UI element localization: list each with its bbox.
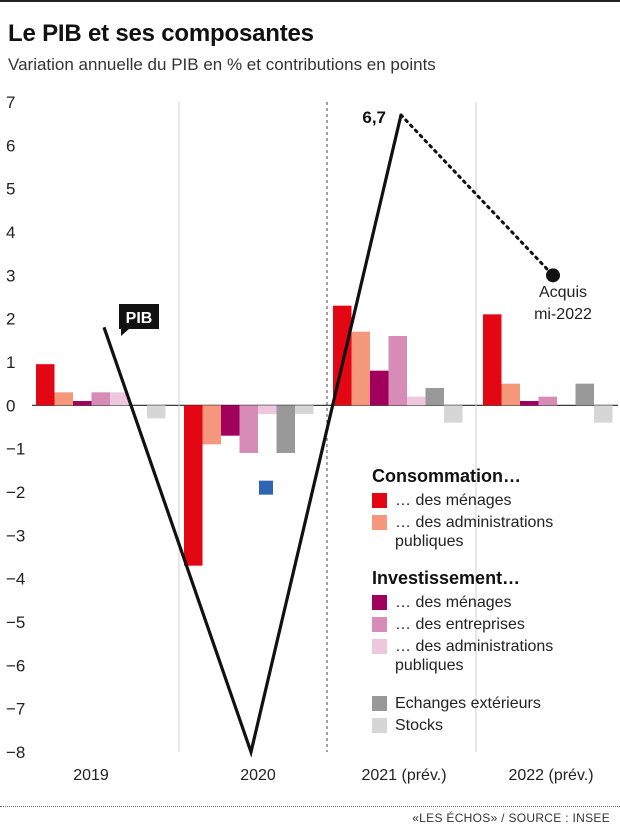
bar [54, 392, 73, 406]
legend-label: … des ménages [395, 492, 512, 509]
legend-swatch [372, 718, 387, 733]
bar [184, 405, 203, 566]
legend-item: … des ménages [372, 593, 612, 612]
legend-label: Echanges extérieurs [395, 695, 541, 712]
bar [276, 405, 295, 453]
legend-label: … des administrations publiques [395, 638, 554, 674]
y-tick-label: −6 [6, 656, 25, 675]
y-tick-label: −7 [6, 700, 25, 719]
x-category-label: 2022 (prév.) [508, 767, 593, 784]
projection-label: Acquis [539, 284, 587, 301]
bar [520, 401, 539, 406]
legend: Consommation… … des ménages … des admini… [372, 466, 612, 738]
legend-item: … des ménages [372, 491, 612, 510]
pib-line-layer: PIB 6,7 Acquis mi-2022 [102, 108, 592, 758]
pib-label: PIB [126, 310, 153, 327]
projection-line [399, 113, 555, 277]
y-tick-label: −8 [6, 743, 25, 762]
legend-label: … des entreprises [395, 616, 525, 633]
legend-item: Stocks [372, 716, 612, 735]
legend-title-consommation: Consommation… [372, 466, 522, 486]
bar [351, 331, 370, 406]
y-tick-label: 1 [6, 353, 15, 372]
legend-item: … des administrations publiques [372, 637, 612, 675]
legend-label: … des administrations publiques [395, 514, 554, 550]
bar [407, 396, 426, 406]
bar [258, 405, 277, 414]
x-category-label: 2019 [73, 767, 109, 784]
bar [370, 370, 389, 406]
projection-point [546, 268, 560, 283]
bar [425, 388, 444, 406]
bar [538, 396, 557, 406]
y-tick-label: 7 [6, 93, 15, 112]
y-tick-label: −3 [6, 526, 25, 545]
legend-swatch [372, 515, 387, 530]
bar [388, 336, 407, 406]
y-tick-label: 2 [6, 310, 15, 329]
y-tick-label: −2 [6, 483, 25, 502]
legend-swatch [372, 696, 387, 711]
y-tick-label: −1 [6, 440, 25, 459]
bar [147, 405, 166, 419]
projection-label: mi-2022 [534, 306, 592, 323]
y-tick-label: 5 [6, 180, 15, 199]
blue-marker [259, 480, 273, 495]
legend-swatch [372, 493, 387, 508]
y-tick-label: −4 [6, 570, 25, 589]
chart-subtitle: Variation annuelle du PIB en % et contri… [8, 55, 436, 74]
bar [91, 392, 110, 406]
top-rule [0, 0, 620, 2]
pib-line [102, 114, 403, 758]
y-tick-label: 4 [6, 223, 15, 242]
y-tick-label: 6 [6, 136, 15, 155]
legend-label: … des ménages [395, 594, 512, 611]
bar [594, 405, 613, 423]
legend-item: … des entreprises [372, 615, 612, 634]
bar [444, 405, 463, 423]
bar [110, 392, 129, 406]
legend-label: Stocks [395, 717, 444, 734]
legend-swatch [372, 639, 387, 654]
x-category-label: 2021 (prév.) [361, 767, 446, 784]
y-axis: 7 6 5 4 3 2 1 0 −1 −2 −3 −4 −5 −6 −7 −8 [6, 93, 25, 762]
bars [36, 305, 613, 566]
bar [501, 383, 520, 406]
bar [295, 405, 314, 414]
legend-swatch [372, 595, 387, 610]
bar [239, 405, 258, 453]
x-axis: 2019 2020 2021 (prév.) 2022 (prév.) [73, 767, 593, 784]
legend-title-investissement: Investissement… [372, 568, 521, 588]
y-tick-label: 0 [6, 396, 15, 415]
legend-item: … des administrations publiques [372, 513, 612, 551]
bar [221, 405, 240, 436]
legend-swatch [372, 617, 387, 632]
bar [73, 401, 92, 406]
peak-label: 6,7 [362, 108, 386, 127]
x-category-label: 2020 [240, 767, 276, 784]
y-tick-label: 3 [6, 266, 15, 285]
bar [36, 364, 55, 406]
chart-title: Le PIB et ses composantes [8, 20, 314, 47]
pib-tag [119, 304, 159, 336]
y-tick-label: −5 [6, 613, 25, 632]
pib-chart: 7 6 5 4 3 2 1 0 −1 −2 −3 −4 −5 −6 −7 −8 PIB 6,7 Acquis mi-… [6, 93, 618, 784]
bar [575, 383, 594, 406]
bar [483, 314, 502, 406]
bar [202, 405, 221, 445]
footer-rule [0, 806, 620, 807]
source-credit: «LES ÉCHOS» / SOURCE : INSEE [412, 811, 610, 825]
legend-item: Echanges extérieurs [372, 694, 612, 713]
